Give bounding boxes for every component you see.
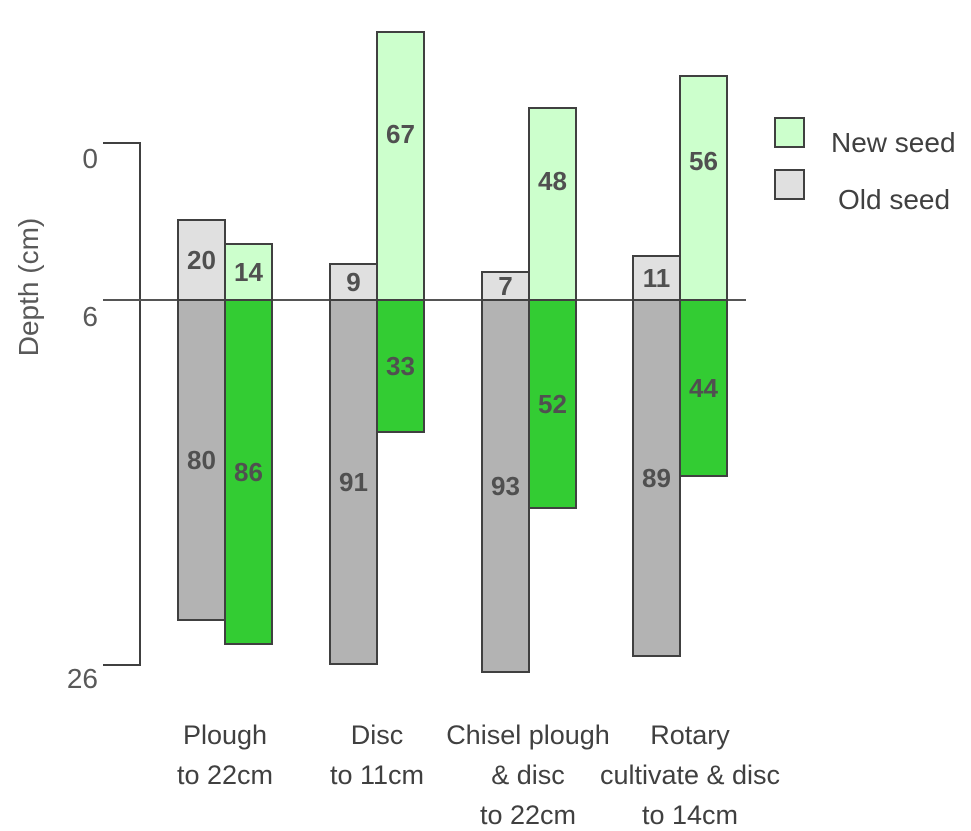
category-label: to 22cm <box>480 800 576 830</box>
bar-new-seed-below <box>376 299 425 433</box>
data-label-new-seed-below: 44 <box>689 373 718 403</box>
bar-old-seed-below <box>329 299 378 665</box>
data-label-old-seed-above: 7 <box>498 271 512 301</box>
category-label: to 11cm <box>330 760 424 790</box>
category-label: Rotary <box>650 720 730 750</box>
y-tick-label: 26 <box>67 663 98 694</box>
data-label-old-seed-above: 20 <box>187 245 216 275</box>
bar-new-seed-above <box>679 75 728 301</box>
category-label: to 14cm <box>642 800 738 830</box>
category-label: to 22cm <box>177 760 273 790</box>
bar-old-seed-above <box>177 219 226 301</box>
bars: 20 80 14 86 9 91 67 33 7 93 48 52 11 89 56 44 <box>177 31 728 673</box>
data-label-old-seed-below: 91 <box>339 467 368 497</box>
legend: New seed Old seed <box>774 117 956 215</box>
bar-new-seed-above <box>528 107 577 301</box>
bar-new-seed-below <box>528 299 577 509</box>
data-label-old-seed-above: 11 <box>643 263 671 293</box>
category-label: cultivate & disc <box>600 760 780 790</box>
data-label-new-seed-above: 56 <box>689 146 718 176</box>
bar-new-seed-below <box>224 299 273 645</box>
bar-old-seed-above <box>329 263 378 301</box>
legend-label-old-seed: Old seed <box>838 184 950 215</box>
data-label-new-seed-below: 86 <box>234 457 263 487</box>
category-label: Chisel plough <box>446 720 610 750</box>
data-label-old-seed-below: 93 <box>491 471 520 501</box>
legend-swatch-old-seed <box>774 169 805 200</box>
bar-new-seed-below <box>679 299 728 477</box>
data-label-new-seed-above: 14 <box>234 257 263 287</box>
data-label-new-seed-above: 67 <box>386 119 415 149</box>
y-tick-label: 6 <box>82 301 98 332</box>
category-label: Plough <box>183 720 267 750</box>
data-label-new-seed-above: 48 <box>538 166 567 196</box>
category-label: & disc <box>491 760 565 790</box>
legend-swatch-new-seed <box>774 117 805 148</box>
category-label: Disc <box>351 720 404 750</box>
y-axis-bracket <box>103 142 141 666</box>
y-tick-label: 0 <box>82 143 98 174</box>
category-labels: Plough to 22cm Disc to 11cm Chisel plough & d… <box>177 720 780 830</box>
data-label-new-seed-below: 33 <box>386 351 415 381</box>
legend-label-new-seed: New seed <box>831 127 956 158</box>
data-label-old-seed-above: 9 <box>346 267 360 297</box>
bar-new-seed-above <box>376 31 425 301</box>
bar-old-seed-below <box>632 299 681 657</box>
y-axis-title: Depth (cm) <box>13 218 44 356</box>
bar-old-seed-below <box>177 299 226 621</box>
data-label-old-seed-below: 80 <box>187 445 216 475</box>
data-label-old-seed-below: 89 <box>642 463 671 493</box>
data-label-new-seed-below: 52 <box>538 389 567 419</box>
